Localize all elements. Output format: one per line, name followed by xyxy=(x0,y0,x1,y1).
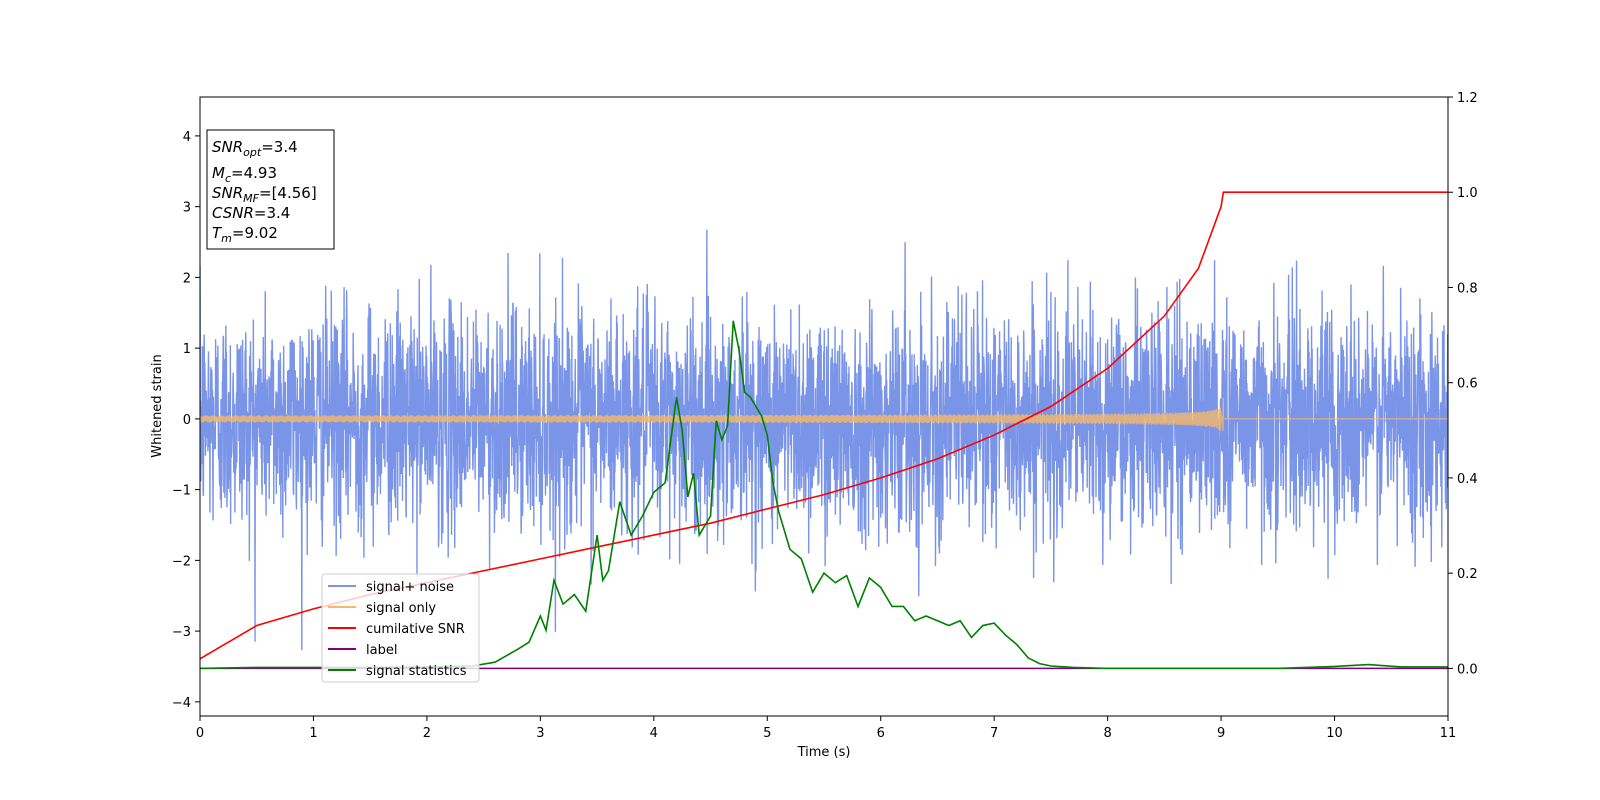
x-axis-label: Time (s) xyxy=(797,745,851,760)
y-tick-label: 3 xyxy=(183,201,191,216)
legend-label: signal only xyxy=(366,601,436,616)
info-row: Tm=9.02 xyxy=(212,224,278,245)
x-tick-label: 5 xyxy=(763,726,771,741)
legend-label: signal statistics xyxy=(366,664,467,679)
y-tick-label: 4 xyxy=(183,130,191,145)
info-row: SNRopt=3.4 xyxy=(212,138,298,159)
x-tick-label: 4 xyxy=(650,726,658,741)
x-tick-label: 0 xyxy=(196,726,204,741)
y-tick-label: −4 xyxy=(172,696,191,711)
info-box-frame xyxy=(206,129,335,250)
legend-label: signal+ noise xyxy=(366,580,454,595)
info-row: Mc=4.93 xyxy=(212,164,277,185)
y-tick-label: 2 xyxy=(183,271,191,286)
y-tick-label: 1 xyxy=(183,342,191,357)
y2-tick-label: 0.2 xyxy=(1457,567,1478,582)
series-signal-only xyxy=(200,397,1448,432)
legend: signal+ noise signal only cumilative SNR la… xyxy=(321,573,480,683)
x-tick-label: 7 xyxy=(990,726,998,741)
series-signal-statistics xyxy=(200,320,1448,670)
x-tick-label: 10 xyxy=(1326,726,1343,741)
legend-label: cumilative SNR xyxy=(366,622,465,637)
y2-tick-label: 0.6 xyxy=(1457,377,1478,392)
y2-tick-label: 1.0 xyxy=(1457,186,1478,201)
plot-frame xyxy=(199,96,1449,717)
info-row: SNRMF=[4.56] xyxy=(212,184,317,205)
x-tick-label: 11 xyxy=(1440,726,1457,741)
legend-label: label xyxy=(366,643,397,658)
y2-tick-label: 1.2 xyxy=(1457,91,1478,106)
x-tick-label: 3 xyxy=(536,726,544,741)
y-tick-label: −3 xyxy=(172,625,191,640)
y-axis-label: Whitened strain xyxy=(150,354,165,457)
x-tick-label: 1 xyxy=(309,726,317,741)
ticks-layer: 0 1 2 3 4 5 6 7 8 9 10 11 −4 −3 −2 −1 0 1 2 3 4 0.0 0.2 0.4 0.6 0… xyxy=(172,91,1478,741)
y-tick-label: −1 xyxy=(172,484,191,499)
x-tick-label: 8 xyxy=(1103,726,1111,741)
x-tick-label: 2 xyxy=(423,726,431,741)
y-tick-label: −2 xyxy=(172,554,191,569)
y2-tick-label: 0.8 xyxy=(1457,281,1478,296)
legend-frame xyxy=(321,573,480,683)
info-row: CSNR=3.4 xyxy=(212,204,290,222)
y-tick-label: 0 xyxy=(183,413,191,428)
y2-tick-label: 0.0 xyxy=(1457,662,1478,677)
x-tick-label: 9 xyxy=(1217,726,1225,741)
y2-tick-label: 0.4 xyxy=(1457,472,1478,487)
x-tick-label: 6 xyxy=(877,726,885,741)
